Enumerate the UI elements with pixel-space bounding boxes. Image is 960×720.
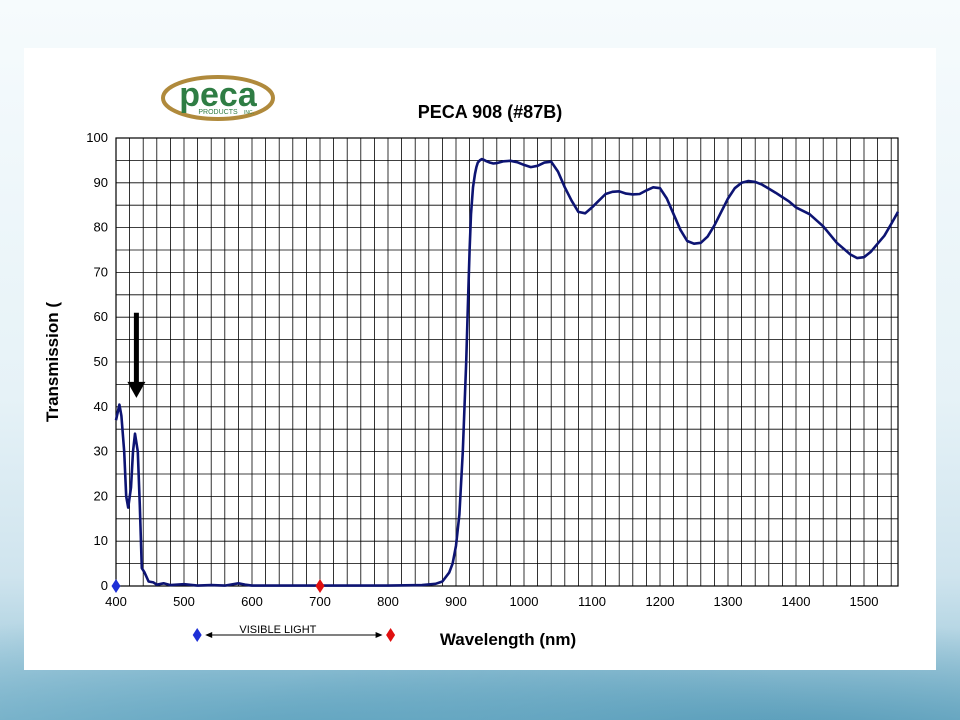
x-tick-label: 1300 bbox=[714, 594, 743, 609]
slide: peca PRODUCTS INC. PECA 908 (#87B) Wavel… bbox=[24, 48, 936, 670]
transmission-chart: peca PRODUCTS INC. PECA 908 (#87B) Wavel… bbox=[43, 75, 900, 649]
y-axis-label: Transmission ( bbox=[43, 302, 62, 422]
y-tick-label: 0 bbox=[101, 578, 108, 593]
logo-wordmark: peca bbox=[179, 76, 258, 114]
y-tick-label: 70 bbox=[94, 264, 108, 279]
y-tick-label: 30 bbox=[94, 444, 108, 459]
logo-ring bbox=[161, 75, 275, 121]
transmission-line bbox=[114, 157, 900, 587]
x-tick-label: 900 bbox=[445, 594, 467, 609]
chart-title: PECA 908 (#87B) bbox=[418, 102, 562, 122]
x-tick-label: 400 bbox=[105, 594, 127, 609]
y-tick-label: 40 bbox=[94, 399, 108, 414]
x-tick-label: 500 bbox=[173, 594, 195, 609]
chart-grid bbox=[115, 137, 899, 587]
visible-light-label: VISIBLE LIGHT bbox=[239, 624, 316, 636]
y-tick-label: 100 bbox=[86, 130, 108, 145]
x-tick-label: 600 bbox=[241, 594, 263, 609]
x-axis-label: Wavelength (nm) bbox=[440, 630, 576, 649]
logo-subtext: PRODUCTS bbox=[198, 109, 238, 116]
x-tick-label: 1400 bbox=[782, 594, 811, 609]
chart-ticks: 400 500 600 700 800 900 1000 1100 1200 1300 1400 15… bbox=[86, 130, 878, 609]
x-tick-label: 700 bbox=[309, 594, 331, 609]
y-tick-label: 90 bbox=[94, 175, 108, 190]
y-tick-label: 20 bbox=[94, 488, 108, 503]
x-tick-label: 1500 bbox=[850, 594, 879, 609]
wavelength-marker-diamond bbox=[111, 579, 121, 593]
visible-light-arrow-right bbox=[375, 632, 383, 638]
x-tick-label: 800 bbox=[377, 594, 399, 609]
chart-series bbox=[114, 157, 900, 587]
y-tick-label: 60 bbox=[94, 309, 108, 324]
logo-suffix: INC. bbox=[244, 110, 254, 116]
peca-logo: peca PRODUCTS INC. bbox=[161, 75, 275, 121]
down-arrow-head bbox=[127, 381, 146, 398]
x-tick-label: 1000 bbox=[510, 594, 539, 609]
y-tick-label: 10 bbox=[94, 533, 108, 548]
visible-light-start-diamond bbox=[192, 628, 202, 642]
visible-light-end-diamond bbox=[386, 628, 396, 642]
wavelength-marker-diamond bbox=[315, 579, 325, 593]
y-tick-label: 50 bbox=[94, 354, 108, 369]
chart-annotations: VISIBLE LIGHT bbox=[111, 312, 396, 642]
visible-light-arrow-left bbox=[205, 632, 213, 638]
x-tick-label: 1200 bbox=[646, 594, 675, 609]
x-tick-label: 1100 bbox=[578, 594, 606, 609]
y-tick-label: 80 bbox=[94, 220, 108, 235]
